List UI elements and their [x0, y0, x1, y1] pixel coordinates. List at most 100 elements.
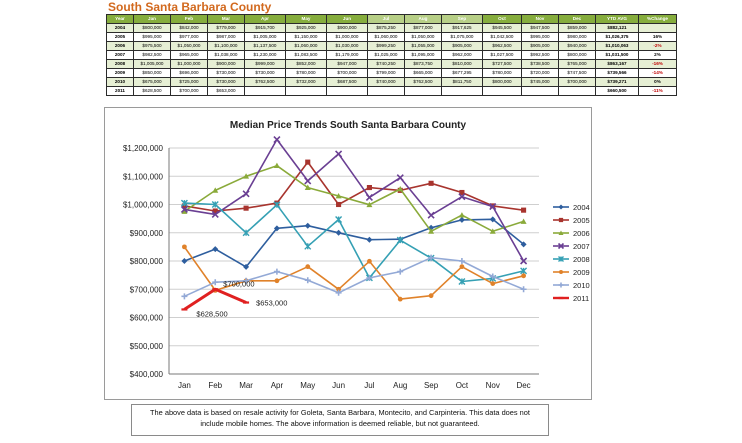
point-2005: [428, 180, 434, 186]
table-cell: $1,055,000: [404, 41, 442, 51]
table-cell: $947,000: [326, 59, 368, 69]
point-2006: [243, 173, 250, 179]
table-cell: [326, 86, 368, 96]
table-cell: $675,000: [133, 77, 171, 87]
legend-marker-2008: [558, 256, 564, 262]
series-line-2006: [183, 164, 524, 233]
table-header-cell: Dec: [558, 14, 596, 24]
point-2010: [335, 289, 342, 296]
y-tick-label: $600,000: [130, 314, 164, 323]
legend-label: 2006: [573, 229, 590, 238]
point-2009: [459, 264, 465, 270]
table-cell: $850,000: [133, 68, 171, 78]
point-2009: [336, 286, 341, 292]
price-table: Year Jan Feb Mar Apr May Jun Jul Aug Sep Oct Nov Dec…: [106, 14, 677, 96]
point-2008: [304, 242, 312, 250]
table-header-cell: Nov: [521, 14, 559, 24]
point-2009: [490, 281, 496, 286]
table-cell: $962,000: [441, 50, 483, 60]
y-tick-label: $1,000,000: [123, 201, 164, 210]
table-cell: $1,050,000: [170, 41, 208, 51]
x-tick-label: Oct: [456, 381, 469, 390]
table-cell: $1,025,000: [367, 50, 405, 60]
table-cell: $677,295: [441, 68, 483, 78]
table-cell: $700,000: [558, 77, 596, 87]
table-cell: $1,031,500: [595, 50, 639, 60]
x-tick-label: Nov: [486, 381, 500, 390]
table-cell: $925,000: [285, 23, 327, 33]
x-tick-label: Aug: [393, 381, 407, 390]
table-cell: $653,000: [207, 86, 245, 96]
point-2008: [396, 236, 404, 244]
point-2007: [489, 203, 497, 211]
table-header-cell: Feb: [170, 14, 208, 24]
chart-title: Median Price Trends South Santa Barbara …: [229, 120, 467, 131]
point-2008: [273, 201, 281, 209]
point-2005: [366, 185, 372, 191]
series-line-2005: [184, 161, 524, 212]
point-2004: [212, 246, 219, 253]
point-2007: [180, 205, 188, 214]
table-cell: $980,000: [558, 32, 596, 42]
table-cell: 2008: [106, 59, 134, 69]
point-2006: [489, 228, 496, 234]
table-cell: $859,000: [558, 23, 596, 33]
table-cell: $975,500: [133, 41, 171, 51]
x-tick-label: Mar: [239, 381, 253, 390]
table-cell: $1,027,500: [482, 50, 522, 60]
point-2007: [427, 211, 435, 219]
point-2010: [489, 273, 496, 280]
point-2004: [243, 263, 250, 270]
point-2010: [458, 258, 465, 264]
table-cell: $1,038,000: [207, 50, 245, 60]
point-2005: [336, 201, 342, 208]
table-cell: $940,000: [558, 41, 596, 51]
table-row: 2006 $975,500 $1,050,000 $1,100,000 $1,137,5…: [106, 41, 677, 51]
table-cell: $1,060,000: [285, 41, 327, 51]
table-cell: [404, 86, 442, 96]
table-cell: $779,000: [207, 23, 245, 33]
table-cell: $1,026,375: [595, 32, 639, 42]
table-row: 2007 $982,500 $965,000 $1,038,000 $1,230,000…: [106, 50, 677, 60]
table-header-cell: Year: [106, 14, 134, 24]
table-header-cell: Apr: [244, 14, 286, 24]
y-tick-label: $700,000: [130, 285, 164, 294]
table-header-cell: Mar: [207, 14, 245, 24]
table-cell: -14%: [638, 68, 677, 78]
point-2007: [242, 190, 250, 198]
page-title: South Santa Barbara County: [108, 0, 272, 14]
legend-label: 2010: [573, 281, 590, 290]
data-label-2011: $700,000: [223, 279, 254, 288]
point-2008: [335, 215, 343, 223]
table-cell: $765,000: [558, 59, 596, 69]
point-2006: [366, 201, 373, 208]
table-cell: $900,000: [207, 59, 245, 69]
point-2006: [458, 212, 465, 218]
table-cell: $700,000: [170, 86, 208, 96]
point-2008: [242, 229, 250, 237]
table-cell: [441, 86, 483, 96]
table-cell: $965,000: [170, 50, 208, 60]
x-tick-label: Jun: [332, 381, 345, 390]
table-cell: $900,000: [326, 23, 368, 33]
legend-marker-2007: [557, 242, 565, 250]
table-header-row: Year Jan Feb Mar Apr May Jun Jul Aug Sep Oct Nov Dec…: [106, 14, 677, 24]
point-2010: [243, 277, 250, 284]
table-cell: $762,500: [404, 77, 442, 87]
point-2010: [428, 254, 435, 261]
legend-label: 2007: [573, 242, 590, 251]
y-tick-label: $800,000: [130, 257, 164, 266]
table-cell: $882,121: [595, 23, 639, 33]
table-cell: $1,005,000: [133, 59, 171, 69]
table-cell: $725,000: [170, 77, 208, 87]
point-2006: [181, 208, 188, 214]
table-cell: $1,005,000: [244, 32, 286, 42]
point-2009: [182, 244, 187, 250]
table-cell: $1,030,000: [326, 41, 368, 51]
table-cell: $945,500: [482, 23, 522, 33]
point-2010: [212, 279, 219, 286]
table-cell: $877,000: [404, 23, 442, 33]
point-2004: [273, 225, 280, 232]
point-2004: [458, 216, 465, 223]
table-cell: $1,050,000: [404, 32, 442, 42]
